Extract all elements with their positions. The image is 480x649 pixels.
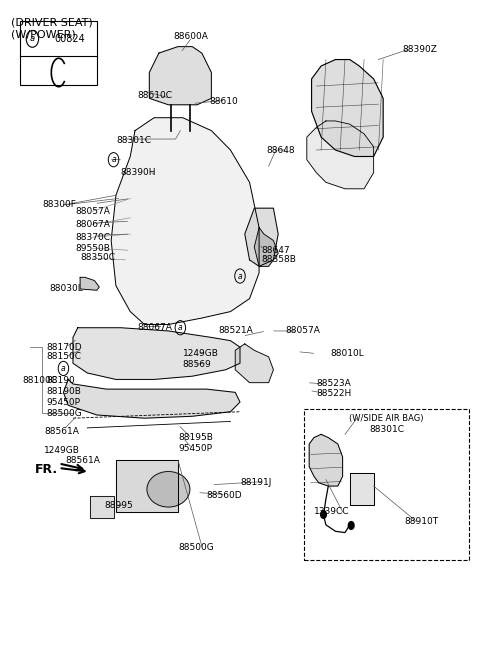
Text: 88600A: 88600A [173, 32, 208, 42]
Text: 88030L: 88030L [49, 284, 83, 293]
FancyBboxPatch shape [21, 21, 97, 86]
Text: 88150C: 88150C [47, 352, 82, 361]
Text: 1339CC: 1339CC [314, 508, 349, 517]
Text: 88057A: 88057A [75, 207, 110, 216]
Text: 88500G: 88500G [178, 543, 214, 552]
Text: 88300F: 88300F [42, 201, 76, 210]
Text: a: a [30, 34, 35, 43]
Polygon shape [245, 208, 278, 266]
Text: 88390Z: 88390Z [402, 45, 437, 55]
Text: a: a [61, 364, 66, 373]
Text: 88521A: 88521A [218, 326, 253, 336]
Text: 88301C: 88301C [116, 136, 151, 145]
Text: 88010L: 88010L [331, 349, 364, 358]
Polygon shape [90, 496, 114, 519]
Text: 88370C: 88370C [75, 233, 110, 242]
Text: 00824: 00824 [54, 34, 84, 44]
Text: 1249GB: 1249GB [183, 349, 218, 358]
Text: 88560D: 88560D [206, 491, 242, 500]
Text: 88523A: 88523A [316, 380, 351, 389]
Text: 88648: 88648 [266, 145, 295, 154]
Text: 88195B: 88195B [178, 433, 213, 442]
Text: FR.: FR. [35, 463, 58, 476]
Ellipse shape [147, 472, 190, 507]
Polygon shape [350, 473, 373, 506]
Circle shape [348, 522, 354, 530]
Text: 88191J: 88191J [240, 478, 271, 487]
Text: 88569: 88569 [183, 360, 212, 369]
Text: 88610C: 88610C [137, 91, 172, 99]
Text: 88067A: 88067A [75, 220, 110, 229]
Text: (W/SIDE AIR BAG): (W/SIDE AIR BAG) [349, 413, 424, 422]
Text: 88100C: 88100C [23, 376, 58, 386]
Polygon shape [149, 47, 211, 104]
Text: 88561A: 88561A [66, 456, 101, 465]
Text: 95450P: 95450P [178, 444, 212, 453]
Polygon shape [307, 121, 373, 189]
Polygon shape [73, 328, 240, 380]
Text: 88610: 88610 [209, 97, 238, 106]
Polygon shape [309, 434, 343, 486]
Text: 88301C: 88301C [369, 424, 404, 434]
Polygon shape [80, 277, 99, 290]
Text: 88057A: 88057A [285, 326, 320, 336]
Text: a: a [238, 271, 242, 280]
Text: 95450P: 95450P [47, 398, 81, 406]
Text: 88190: 88190 [47, 376, 75, 386]
Text: 1249GB: 1249GB [44, 446, 80, 455]
Polygon shape [63, 380, 240, 418]
Text: 89550B: 89550B [75, 244, 110, 252]
Text: 88350C: 88350C [80, 254, 115, 262]
Text: 88500G: 88500G [47, 408, 83, 417]
Polygon shape [116, 460, 178, 512]
Text: 88390H: 88390H [120, 168, 156, 177]
FancyBboxPatch shape [304, 408, 469, 560]
Text: 88522H: 88522H [316, 389, 352, 398]
Circle shape [321, 511, 326, 519]
Text: 88358B: 88358B [262, 255, 296, 264]
Text: (W/POWER): (W/POWER) [11, 29, 76, 39]
Polygon shape [235, 344, 274, 383]
Text: 88647: 88647 [262, 246, 290, 254]
Polygon shape [254, 228, 278, 266]
Text: a: a [111, 155, 116, 164]
Polygon shape [312, 60, 383, 156]
Text: 88190B: 88190B [47, 387, 82, 395]
Text: 88995: 88995 [104, 501, 133, 510]
Text: 88910T: 88910T [405, 517, 439, 526]
Text: 88170D: 88170D [47, 343, 83, 352]
Polygon shape [111, 117, 259, 324]
Text: 88561A: 88561A [44, 426, 79, 435]
Text: (DRIVER SEAT): (DRIVER SEAT) [11, 18, 93, 27]
Text: a: a [178, 323, 183, 332]
Text: 88067A: 88067A [137, 323, 172, 332]
